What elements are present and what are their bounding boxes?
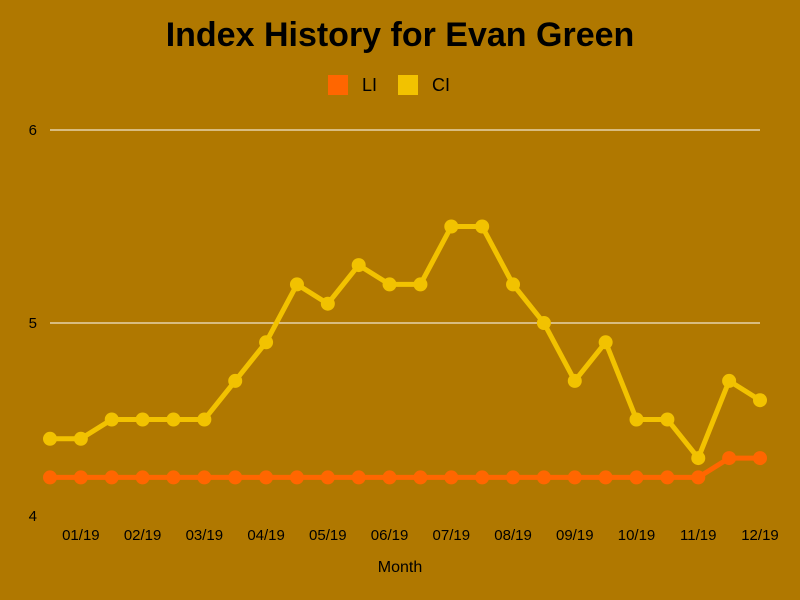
data-point (722, 373, 737, 388)
data-point (166, 470, 181, 485)
y-tick-label: 4 (29, 508, 37, 525)
data-point (506, 277, 521, 292)
data-point (289, 470, 304, 485)
data-point (598, 335, 613, 350)
data-point (259, 470, 274, 485)
data-point (413, 470, 428, 485)
data-point (135, 412, 150, 427)
data-point (598, 470, 613, 485)
data-point (351, 470, 366, 485)
legend-label: LI (362, 75, 377, 95)
legend: LI CI (328, 75, 450, 95)
y-axis-ticks: 4 5 6 (29, 122, 37, 525)
data-point (629, 470, 644, 485)
data-point (444, 219, 459, 234)
x-tick-label: 07/19 (433, 527, 471, 544)
data-point (289, 277, 304, 292)
series-lines (43, 219, 767, 485)
data-point (444, 470, 459, 485)
data-point (567, 373, 582, 388)
x-tick-label: 10/19 (618, 527, 656, 544)
x-tick-label: 04/19 (247, 527, 285, 544)
x-tick-label: 06/19 (371, 527, 409, 544)
x-tick-label: 02/19 (124, 527, 162, 544)
x-tick-label: 08/19 (494, 527, 532, 544)
data-point (166, 412, 181, 427)
data-point (506, 470, 521, 485)
x-tick-label: 11/19 (680, 527, 716, 544)
series-line (47, 455, 763, 480)
data-point (320, 470, 335, 485)
data-point (320, 296, 335, 311)
x-tick-label: 09/19 (556, 527, 594, 544)
data-point (660, 470, 675, 485)
data-point (43, 431, 57, 446)
chart-title: Index History for Evan Green (166, 16, 635, 54)
data-point (228, 470, 243, 485)
data-point (197, 412, 212, 427)
data-point (660, 412, 675, 427)
x-tick-label: 05/19 (309, 527, 347, 544)
data-point (753, 451, 767, 466)
data-point (73, 431, 88, 446)
series-line (47, 224, 763, 461)
data-point (135, 470, 150, 485)
data-point (43, 470, 57, 485)
series-ci (43, 219, 767, 466)
x-tick-label: 01/19 (62, 527, 100, 544)
y-tick-label: 6 (29, 122, 37, 139)
data-point (382, 277, 397, 292)
x-tick-label: 12/19 (741, 527, 779, 544)
data-point (567, 470, 582, 485)
data-point (197, 470, 212, 485)
data-point (104, 412, 119, 427)
data-point (691, 470, 706, 485)
data-point (259, 335, 274, 350)
data-point (691, 451, 706, 466)
data-point (475, 219, 490, 234)
data-point (73, 470, 88, 485)
data-point (629, 412, 644, 427)
data-point (753, 393, 767, 408)
data-point (536, 470, 551, 485)
x-tick-label: 03/19 (186, 527, 224, 544)
legend-swatch (328, 75, 348, 95)
data-point (382, 470, 397, 485)
data-point (475, 470, 490, 485)
gridlines (50, 129, 760, 324)
legend-swatch (398, 75, 418, 95)
data-point (413, 277, 428, 292)
y-tick-label: 5 (29, 315, 37, 332)
series-li (43, 451, 767, 485)
data-point (536, 316, 551, 330)
data-point (351, 258, 366, 273)
data-point (722, 451, 737, 466)
x-axis-label: Month (378, 559, 422, 576)
data-point (228, 373, 243, 388)
legend-label: CI (432, 75, 450, 95)
data-point (104, 470, 119, 485)
x-axis-ticks: 01/19 02/19 03/19 04/19 05/19 06/19 07/19 08/19… (62, 527, 779, 544)
